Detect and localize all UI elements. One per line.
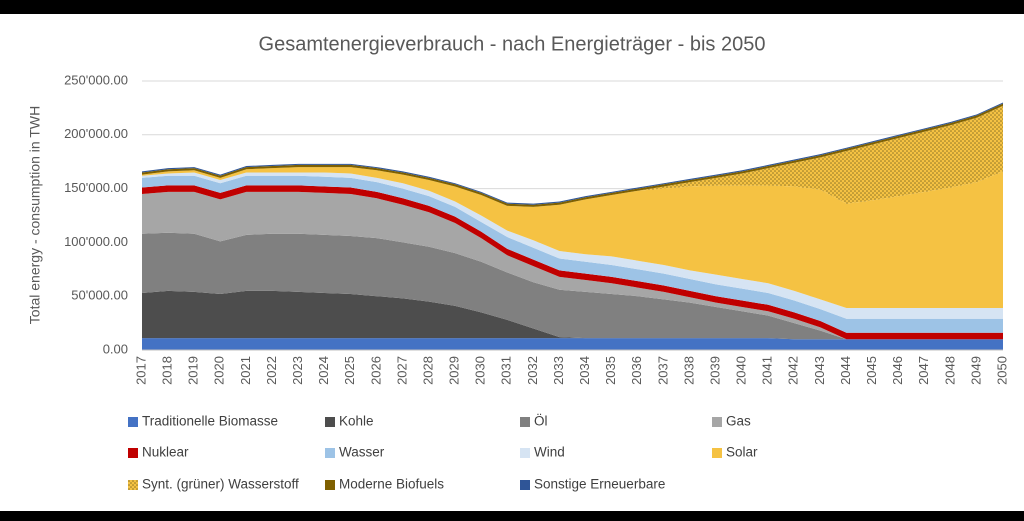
x-tick-label: 2045 [864, 356, 879, 385]
legend-label: Traditionelle Biomasse [142, 414, 278, 429]
legend-swatch [128, 417, 138, 427]
legend-swatch [712, 448, 722, 458]
legend-label: Wasser [339, 445, 385, 460]
x-tick-label: 2038 [681, 356, 696, 385]
legend-label: Nuklear [142, 445, 189, 460]
legend-swatch [128, 448, 138, 458]
x-tick-label: 2036 [629, 356, 644, 385]
x-tick-label: 2047 [916, 356, 931, 385]
area [142, 191, 1003, 340]
x-tick-label: 2035 [603, 356, 618, 385]
x-tick-label: 2019 [186, 356, 201, 385]
x-tick-label: 2023 [290, 356, 305, 385]
x-tick-label: 2026 [368, 356, 383, 385]
x-tick-label: 2033 [551, 356, 566, 385]
x-tick-label: 2039 [707, 356, 722, 385]
x-tick-label: 2050 [994, 356, 1009, 385]
legend-swatch [520, 417, 530, 427]
legend-swatch [325, 448, 335, 458]
x-tick-label: 2042 [786, 356, 801, 385]
x-tick-label: 2018 [160, 356, 175, 385]
y-axis-title: Total energy - consumption in TWH [27, 106, 43, 324]
x-tick-label: 2041 [760, 356, 775, 385]
legend-label: Synt. (grüner) Wasserstoff [142, 477, 299, 492]
x-tick-label: 2030 [473, 356, 488, 385]
x-tick-label: 2024 [316, 356, 331, 385]
legend-label: Gas [726, 414, 751, 429]
legend-swatch [128, 480, 138, 490]
x-tick-label: 2025 [342, 356, 357, 385]
y-tick-label: 150'000.00 [64, 180, 128, 195]
x-tick-label: 2049 [968, 356, 983, 385]
legend-swatch [712, 417, 722, 427]
x-tick-label: 2022 [264, 356, 279, 385]
x-tick-label: 2043 [812, 356, 827, 385]
x-tick-label: 2021 [238, 356, 253, 385]
legend-label: Wind [534, 445, 565, 460]
x-tick-label: 2027 [394, 356, 409, 385]
area [142, 290, 1003, 340]
x-tick-label: 2032 [525, 356, 540, 385]
x-tick-label: 2048 [942, 356, 957, 385]
chart-title: Gesamtenergieverbrauch - nach Energieträ… [259, 33, 766, 55]
y-tick-label: 50'000.00 [71, 288, 128, 303]
legend-label: Moderne Biofuels [339, 477, 444, 492]
y-tick-label: 250'000.00 [64, 72, 128, 87]
y-tick-label: 0.00 [103, 341, 128, 356]
area [142, 105, 1003, 207]
x-tick-label: 2029 [447, 356, 462, 385]
legend-label: Kohle [339, 414, 374, 429]
area [142, 232, 1003, 340]
legend-label: Öl [534, 414, 548, 429]
legend-label: Sonstige Erneuerbare [534, 477, 665, 492]
x-tick-label: 2034 [577, 356, 592, 385]
x-tick-label: 2017 [133, 356, 148, 385]
x-tick-label: 2044 [838, 356, 853, 385]
x-tick-label: 2028 [420, 356, 435, 385]
legend-swatch [325, 480, 335, 490]
x-tick-label: 2031 [499, 356, 514, 385]
x-tick-label: 2040 [734, 356, 749, 385]
x-tick-label: 2020 [212, 356, 227, 385]
legend-label: Solar [726, 445, 758, 460]
y-tick-label: 200'000.00 [64, 126, 128, 141]
area [142, 338, 1003, 350]
legend-swatch [520, 448, 530, 458]
legend-swatch [325, 417, 335, 427]
area [142, 167, 1003, 309]
x-tick-label: 2037 [655, 356, 670, 385]
y-tick-label: 100'000.00 [64, 234, 128, 249]
legend-swatch [520, 480, 530, 490]
x-tick-label: 2046 [890, 356, 905, 385]
